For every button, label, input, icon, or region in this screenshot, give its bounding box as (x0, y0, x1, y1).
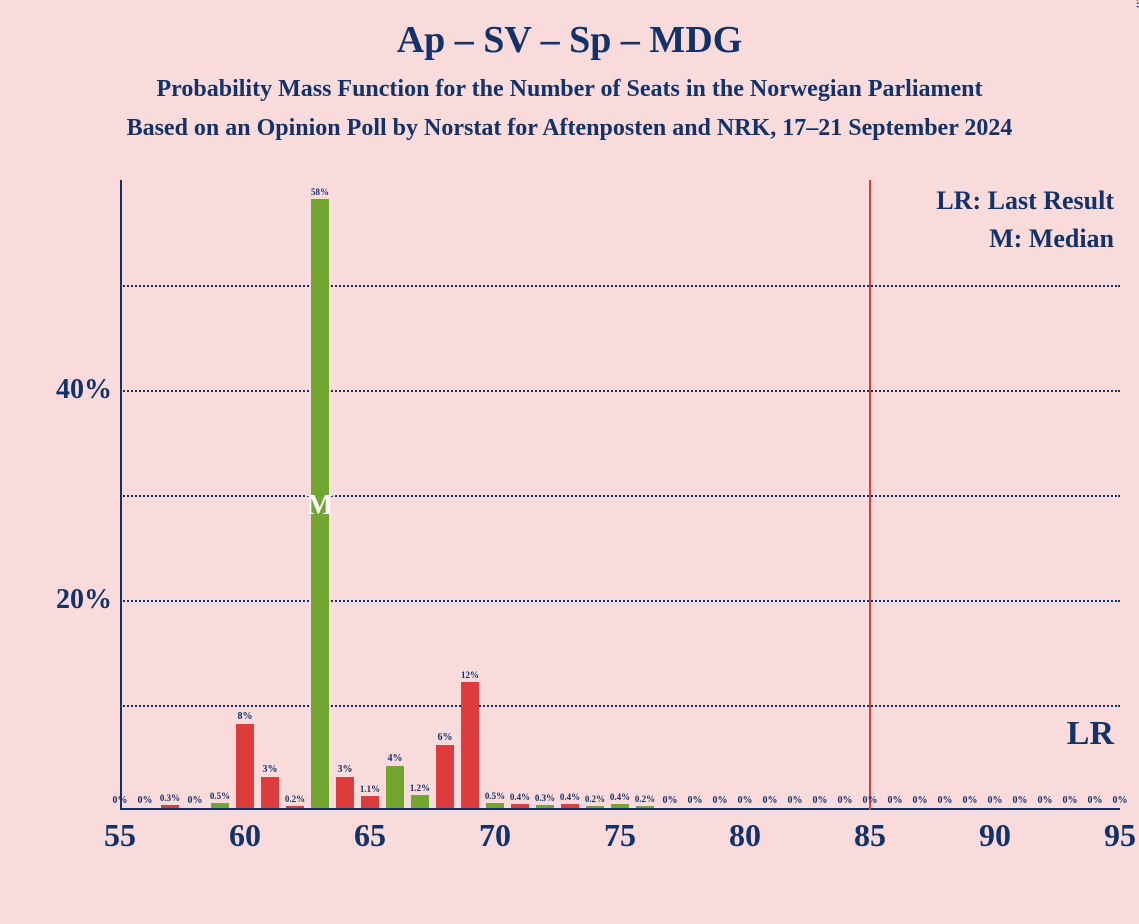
bar (236, 724, 254, 808)
bar-value-label: 0% (763, 795, 778, 806)
bar (486, 803, 504, 808)
bar-value-label: 58% (311, 187, 329, 197)
bar-value-label: 0.3% (535, 793, 555, 803)
bar (536, 805, 554, 808)
copyright-text: © 2024 Filip van Laenen (1133, 0, 1139, 8)
bar-value-label: 0% (888, 795, 903, 806)
legend-median: M: Median (989, 224, 1114, 254)
bar-value-label: 0.4% (510, 792, 530, 802)
bar-value-label: 0% (138, 795, 153, 806)
legend-last-result: LR: Last Result (936, 186, 1114, 216)
bar (386, 766, 404, 808)
bar-value-label: 0% (713, 795, 728, 806)
bar-value-label: 3% (338, 764, 353, 775)
bar (511, 804, 529, 808)
bar (211, 803, 229, 808)
bar (586, 806, 604, 808)
last-result-label: LR (1067, 715, 1114, 753)
bar-value-label: 0% (1088, 795, 1103, 806)
bar-value-label: 0% (688, 795, 703, 806)
bar-value-label: 0.2% (585, 794, 605, 804)
bar-value-label: 0% (963, 795, 978, 806)
bar (161, 805, 179, 808)
bar-value-label: 0.4% (560, 792, 580, 802)
last-result-line (869, 180, 871, 810)
gridline (120, 390, 1120, 392)
gridline (120, 495, 1120, 497)
x-tick-label: 95 (1104, 817, 1136, 854)
x-axis (120, 808, 1120, 810)
bar (636, 806, 654, 808)
gridline (120, 600, 1120, 602)
bar (436, 745, 454, 808)
bar-value-label: 12% (461, 670, 479, 680)
bar-value-label: 0.4% (610, 792, 630, 802)
median-marker: M (307, 490, 333, 522)
bar-value-label: 0% (913, 795, 928, 806)
x-tick-label: 85 (854, 817, 886, 854)
bar-value-label: 0% (988, 795, 1003, 806)
bar-value-label: 6% (438, 732, 453, 743)
x-tick-label: 65 (354, 817, 386, 854)
y-tick-label: 20% (56, 584, 112, 616)
bar-value-label: 1.1% (360, 784, 380, 794)
bar-value-label: 3% (263, 764, 278, 775)
bar (361, 796, 379, 808)
x-tick-label: 55 (104, 817, 136, 854)
bar-value-label: 0% (1038, 795, 1053, 806)
bar-value-label: 0% (938, 795, 953, 806)
bar-value-label: 0% (113, 795, 128, 806)
chart-title: Ap – SV – Sp – MDG (0, 0, 1139, 62)
y-tick-label: 40% (56, 374, 112, 406)
bar-value-label: 0% (813, 795, 828, 806)
bar (286, 806, 304, 808)
bar-value-label: 0% (1013, 795, 1028, 806)
bar-value-label: 0% (663, 795, 678, 806)
bar-value-label: 0% (1063, 795, 1078, 806)
bar-value-label: 0% (1113, 795, 1128, 806)
bar-value-label: 0.2% (285, 794, 305, 804)
chart-subtitle-1: Probability Mass Function for the Number… (0, 62, 1139, 103)
x-tick-label: 90 (979, 817, 1011, 854)
bar (336, 777, 354, 809)
bar-value-label: 0% (188, 795, 203, 806)
bar (611, 804, 629, 808)
bar (411, 795, 429, 808)
bar-value-label: 0.3% (160, 793, 180, 803)
gridline (120, 285, 1120, 287)
x-tick-label: 75 (604, 817, 636, 854)
bar-value-label: 0% (863, 795, 878, 806)
x-tick-label: 70 (479, 817, 511, 854)
bar-value-label: 1.2% (410, 783, 430, 793)
x-tick-label: 60 (229, 817, 261, 854)
x-tick-label: 80 (729, 817, 761, 854)
bar-value-label: 4% (388, 753, 403, 764)
bar-value-label: 0% (838, 795, 853, 806)
bar-value-label: 8% (238, 711, 253, 722)
bar-value-label: 0.5% (485, 791, 505, 801)
bar-value-label: 0.2% (635, 794, 655, 804)
gridline (120, 705, 1120, 707)
bar-value-label: 0.5% (210, 791, 230, 801)
bar (461, 682, 479, 808)
chart-plot-area: LR: Last Result M: Median 20%40%55606570… (120, 180, 1120, 810)
chart-subtitle-2: Based on an Opinion Poll by Norstat for … (0, 103, 1139, 142)
bar-value-label: 0% (738, 795, 753, 806)
bar-value-label: 0% (788, 795, 803, 806)
bar (561, 804, 579, 808)
bar (261, 777, 279, 809)
